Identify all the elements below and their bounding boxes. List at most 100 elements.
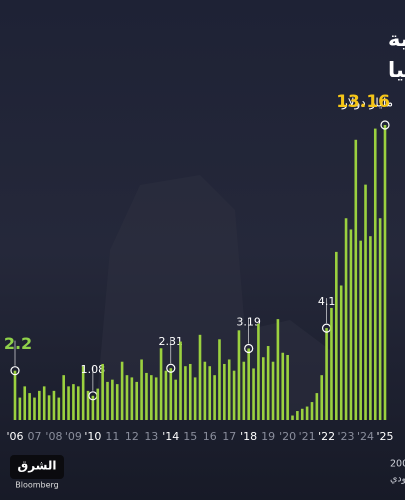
bar — [169, 368, 173, 420]
bar — [378, 218, 382, 420]
bar — [91, 395, 95, 420]
title-line: خلال الربع الأول 2025 الأعلى تاريخيا — [388, 56, 405, 82]
x-tick-label: '09 — [65, 430, 82, 443]
bar — [106, 381, 109, 420]
background-rock — [95, 175, 330, 420]
bar — [257, 323, 260, 420]
bar — [344, 218, 348, 420]
bar — [179, 341, 182, 420]
bar — [76, 386, 80, 420]
bar — [247, 348, 250, 420]
bar — [339, 285, 343, 420]
bar — [310, 402, 314, 420]
bar — [198, 334, 202, 420]
bar — [330, 307, 333, 420]
bar — [369, 236, 372, 420]
bar — [261, 357, 265, 420]
bar — [354, 139, 358, 420]
x-tick-label: 12 — [125, 430, 139, 443]
bar — [145, 372, 148, 420]
bar — [150, 375, 153, 420]
note: المصدر: بيانات البنك المركزي السعودي — [390, 474, 405, 485]
bar — [23, 386, 27, 420]
x-tick-label: '21 — [299, 430, 316, 443]
plot: '06 2.2 07 '08'09'10 1.08 11 12 13 '14 2.31 15 16 17… — [4, 92, 394, 443]
bar — [320, 375, 324, 420]
bar — [291, 415, 294, 420]
x-tick-label: '18 — [240, 430, 257, 443]
marker-dot — [380, 120, 390, 130]
bar — [164, 370, 168, 420]
bar — [174, 379, 177, 420]
logo-box — [10, 455, 64, 479]
bar — [271, 361, 275, 420]
bar — [18, 397, 22, 420]
title-line: إيرادات السياحة في السعودية — [388, 27, 405, 51]
bar — [120, 361, 124, 420]
bar — [266, 346, 270, 420]
bar — [52, 390, 56, 420]
bar — [373, 128, 377, 421]
bar — [193, 377, 197, 420]
bar — [130, 377, 134, 420]
value-label: 2.2 — [4, 334, 32, 353]
bar — [47, 395, 51, 420]
bar — [349, 229, 353, 420]
bar — [72, 384, 75, 420]
bar — [188, 363, 192, 420]
bar — [218, 339, 221, 420]
x-tick-label: 11 — [105, 430, 119, 443]
x-tick-label: '08 — [45, 430, 62, 443]
bar — [208, 366, 212, 420]
bar — [300, 408, 304, 420]
x-tick-label: '20 — [279, 430, 296, 443]
bar — [81, 366, 85, 420]
bar — [305, 406, 309, 420]
bar — [42, 386, 46, 420]
bar — [223, 363, 226, 420]
bar — [154, 377, 158, 420]
bar — [184, 366, 187, 420]
marker-dot — [10, 366, 20, 376]
bar — [315, 393, 319, 420]
bar — [140, 359, 143, 420]
bar — [364, 184, 367, 420]
bar — [67, 386, 70, 420]
x-tick-label: '24 — [357, 430, 374, 443]
note: ملاحظة: البيانات المتاحة منذ عام 2006 — [390, 459, 405, 470]
bar — [33, 397, 36, 420]
bar — [281, 352, 285, 420]
bar — [125, 375, 129, 420]
marker-dot — [166, 363, 176, 373]
bar — [383, 125, 387, 420]
bar — [62, 375, 65, 420]
bar — [242, 361, 246, 420]
bar — [111, 379, 114, 420]
x-tick-label: '14 — [162, 430, 179, 443]
unit-label: مليار دولار — [341, 96, 393, 111]
bar — [13, 370, 17, 420]
x-tick-label: '23 — [338, 430, 355, 443]
x-tick-label: 17 — [222, 430, 236, 443]
bar — [101, 363, 104, 420]
bar — [286, 354, 289, 420]
value-label: 1.08 — [81, 363, 106, 376]
bar — [325, 328, 328, 420]
marker-dot — [244, 343, 254, 354]
bar — [135, 381, 139, 420]
bar — [96, 388, 100, 420]
x-tick-label: 16 — [203, 430, 217, 443]
bar — [28, 393, 31, 420]
bar — [213, 375, 216, 420]
bar — [57, 397, 61, 420]
bar — [232, 370, 236, 420]
logo-name: الشرق — [17, 459, 56, 473]
bar — [276, 319, 280, 420]
bar — [359, 240, 362, 420]
x-tick-label: '22 — [318, 430, 335, 443]
x-tick-label: 19 — [261, 430, 275, 443]
value-label: 3.19 — [236, 315, 261, 328]
bar — [159, 348, 163, 420]
bar — [203, 361, 207, 420]
